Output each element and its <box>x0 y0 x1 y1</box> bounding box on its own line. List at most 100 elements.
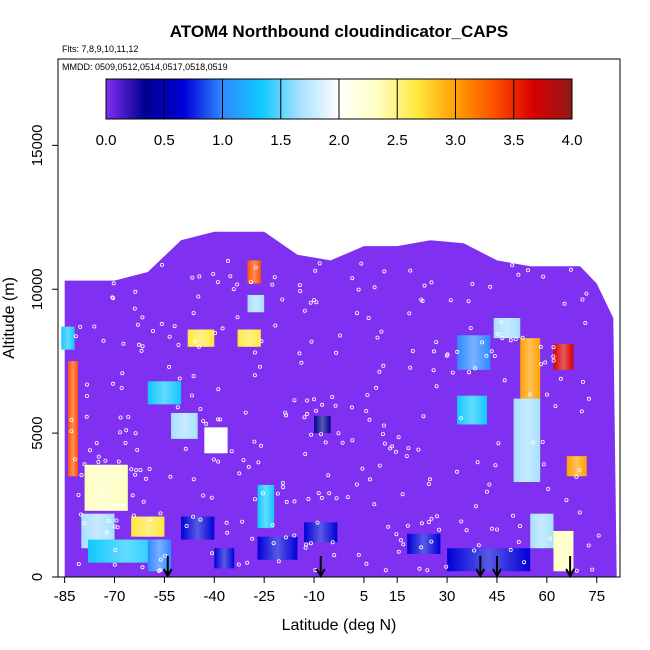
sample-point <box>240 519 245 524</box>
sample-point <box>135 447 140 452</box>
sample-point <box>574 568 579 573</box>
sample-point <box>92 324 97 329</box>
sample-point <box>410 348 415 353</box>
sample-point <box>319 495 324 500</box>
sample-point <box>139 348 144 353</box>
sample-point <box>476 543 481 548</box>
sample-point <box>196 344 201 349</box>
curtain-background <box>64 231 617 577</box>
sample-point <box>297 351 302 356</box>
sample-point <box>493 463 498 468</box>
sample-point <box>320 402 325 407</box>
sample-point <box>429 539 434 544</box>
colorbar-tick-label: 3.0 <box>445 132 466 149</box>
sample-point <box>367 417 372 422</box>
sample-point <box>508 338 513 343</box>
sample-point <box>119 385 124 390</box>
sample-point <box>280 480 285 485</box>
x-tick-label: -10 <box>303 588 325 605</box>
sample-point <box>241 458 246 463</box>
y-axis: 0 5000 10000 15000 <box>29 124 58 581</box>
sample-point <box>468 326 473 331</box>
sample-point <box>82 521 87 526</box>
sample-point <box>577 468 582 473</box>
sample-point <box>359 261 364 266</box>
sample-point <box>526 268 531 273</box>
sample-point <box>138 468 143 473</box>
sample-point <box>494 527 499 532</box>
sample-point <box>530 440 535 445</box>
cloud-cell <box>257 536 298 560</box>
sample-point <box>540 439 545 444</box>
sample-point <box>350 276 355 281</box>
sample-point <box>354 482 359 487</box>
sample-point <box>256 460 261 465</box>
cloud-cell <box>314 415 331 434</box>
sample-point <box>551 354 556 359</box>
sample-point <box>419 521 424 526</box>
sample-point <box>431 368 436 373</box>
sample-point <box>96 454 101 459</box>
sample-point <box>488 284 493 289</box>
sample-point <box>564 498 569 503</box>
sample-point <box>444 564 449 569</box>
sample-point <box>475 460 480 465</box>
sample-point <box>553 404 558 409</box>
x-tick-label: 45 <box>489 588 506 605</box>
cloud-cell <box>407 533 441 554</box>
sample-point <box>334 350 339 355</box>
sample-point <box>134 467 139 472</box>
sample-point <box>140 565 145 570</box>
colorbar-tick-label: 0.5 <box>154 132 175 149</box>
sample-point <box>69 417 74 422</box>
sample-point <box>330 540 335 545</box>
sample-point <box>298 289 303 294</box>
sample-point <box>76 562 81 567</box>
cloud-cell <box>147 381 182 405</box>
sample-point <box>84 393 89 398</box>
x-tick-label: 5 <box>360 588 368 605</box>
sample-point <box>73 457 78 462</box>
sample-point <box>548 536 553 541</box>
sample-point <box>473 366 478 371</box>
sample-point <box>500 336 505 341</box>
sample-point <box>191 514 196 519</box>
colorbar: 0.0 0.5 1.0 1.5 2.0 2.5 3.0 3.5 4.0 <box>96 78 582 149</box>
x-tick-label: -40 <box>203 588 225 605</box>
sample-point <box>271 541 276 546</box>
sample-point <box>401 542 406 547</box>
sample-point <box>302 308 307 313</box>
sample-point <box>305 411 310 416</box>
y-axis-label: Altitude (m) <box>1 277 18 359</box>
sample-point <box>492 353 497 358</box>
cloud-cell <box>304 522 338 543</box>
sample-point <box>327 491 332 496</box>
sample-point <box>458 416 463 421</box>
sample-point <box>364 408 369 413</box>
sample-point <box>229 449 234 454</box>
sample-point <box>382 269 387 274</box>
sample-point <box>425 568 430 573</box>
sample-point <box>408 268 413 273</box>
sample-point <box>374 385 379 390</box>
sample-point <box>184 524 189 529</box>
sample-point <box>484 489 489 494</box>
sample-point <box>383 568 388 573</box>
sample-point <box>408 365 413 370</box>
sample-point <box>115 503 120 508</box>
sample-point <box>253 265 258 270</box>
sample-point <box>76 492 81 497</box>
sample-point <box>252 350 257 355</box>
sample-point <box>197 274 202 279</box>
sample-point <box>112 562 117 567</box>
sample-point <box>260 491 265 496</box>
sample-point <box>211 271 216 276</box>
sample-point <box>159 321 164 326</box>
colorbar-tick-label: 0.0 <box>96 132 117 149</box>
sample-point <box>96 459 101 464</box>
cloud-cell <box>247 294 265 313</box>
sample-point <box>396 549 401 554</box>
sample-point <box>308 541 313 546</box>
cloud-cell <box>131 516 165 537</box>
sample-point <box>158 568 163 573</box>
